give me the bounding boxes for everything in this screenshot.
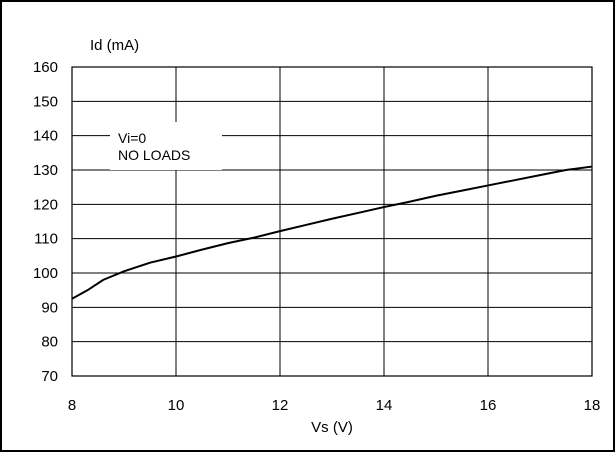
annotation-line-2: NO LOADS (118, 147, 190, 163)
y-tick-label: 80 (41, 334, 58, 351)
x-tick-label: 18 (584, 397, 601, 414)
series-line (71, 165, 593, 300)
x-tick-label: 12 (272, 397, 289, 414)
y-tick-label: 130 (33, 162, 58, 179)
x-tick-label: 14 (376, 397, 393, 414)
y-tick-label: 90 (41, 299, 58, 316)
y-axis-title: Id (mA) (90, 37, 139, 54)
x-tick-label: 8 (68, 397, 76, 414)
y-tick-labels: 70 80 90 100 110 120 130 140 150 160 (33, 59, 58, 385)
annotation-line-1: Vi=0 (118, 130, 146, 146)
y-tick-label: 140 (33, 128, 58, 145)
y-tick-label: 70 (41, 368, 58, 385)
y-tick-label: 110 (34, 231, 58, 248)
y-tick-label: 120 (33, 196, 58, 213)
plot-border (71, 66, 593, 377)
y-tick-label: 100 (33, 265, 58, 282)
x-tick-labels: 8 10 12 14 16 18 (68, 397, 601, 414)
annotation-background (110, 122, 222, 170)
y-tick-label: 160 (33, 59, 58, 76)
x-tick-label: 10 (168, 397, 185, 414)
x-tick-label: 16 (480, 397, 497, 414)
x-axis-title: Vs (V) (311, 419, 353, 436)
y-tick-label: 150 (33, 93, 58, 110)
annotation-box: Vi=0 NO LOADS (110, 122, 222, 170)
grid-layer (72, 67, 592, 376)
